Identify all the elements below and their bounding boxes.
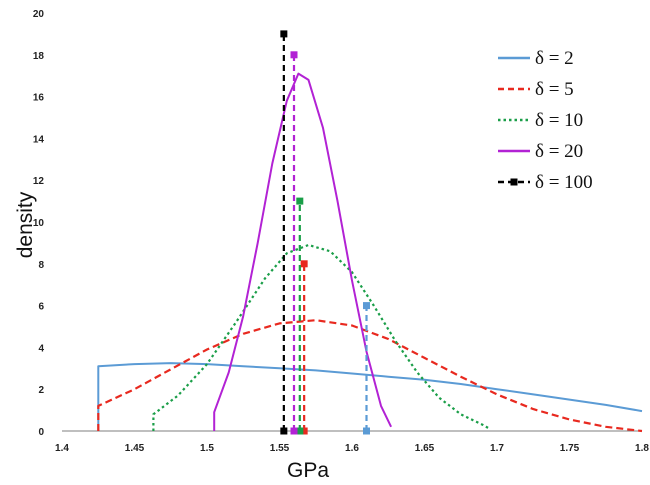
x-tick-label: 1.55 [270,443,290,454]
y-tick-label: 12 [33,176,45,187]
legend: δ = 2 δ = 5 δ = 10 δ = 20 δ = 100 [498,48,593,193]
marker-base-0 [363,427,370,435]
y-tick-labels: 0 2 4 6 8 10 12 14 16 18 20 [33,9,45,438]
y-axis-title: density [14,191,37,258]
series-line-2 [152,243,491,431]
x-tick-label: 1.4 [55,443,69,454]
marker-base-4 [280,427,288,435]
series-layer [97,72,643,433]
x-tick-label: 1.45 [125,443,145,454]
y-tick-label: 8 [38,260,44,271]
y-tick-label: 0 [38,427,44,438]
marker-layer [280,30,370,435]
marker-base-3 [290,427,298,435]
series-line-1 [97,319,643,433]
marker-top-2 [296,197,304,205]
x-axis-title: GPa [287,459,329,482]
marker-top-3 [290,51,298,59]
y-tick-label: 16 [33,93,45,104]
legend-label-1: δ = 5 [535,79,574,100]
legend-label-2: δ = 10 [535,110,583,131]
y-tick-label: 10 [33,218,45,229]
marker-base-2 [296,427,304,435]
marker-top-1 [300,260,308,268]
y-tick-label: 18 [33,51,45,62]
y-tick-label: 20 [33,9,45,20]
series-line-0 [97,362,643,431]
x-tick-label: 1.8 [635,443,649,454]
x-tick-label: 1.5 [200,443,214,454]
legend-label-3: δ = 20 [535,141,583,162]
legend-label-4: δ = 100 [535,172,593,193]
y-tick-label: 6 [38,302,44,313]
marker-base-1 [300,427,308,435]
y-tick-label: 14 [33,134,45,145]
x-tick-label: 1.6 [345,443,359,454]
x-tick-label: 1.75 [560,443,580,454]
marker-top-0 [363,302,370,310]
legend-label-0: δ = 2 [535,48,574,69]
x-tick-label: 1.65 [415,443,435,454]
x-tick-labels: 1.4 1.45 1.5 1.55 1.6 1.65 1.7 1.75 1.8 [55,443,649,454]
marker-top-4 [280,30,288,38]
y-tick-label: 4 [38,343,44,354]
legend-marker-4 [510,178,518,186]
series-line-3 [213,72,393,431]
x-tick-label: 1.7 [490,443,504,454]
y-tick-label: 2 [38,385,44,396]
